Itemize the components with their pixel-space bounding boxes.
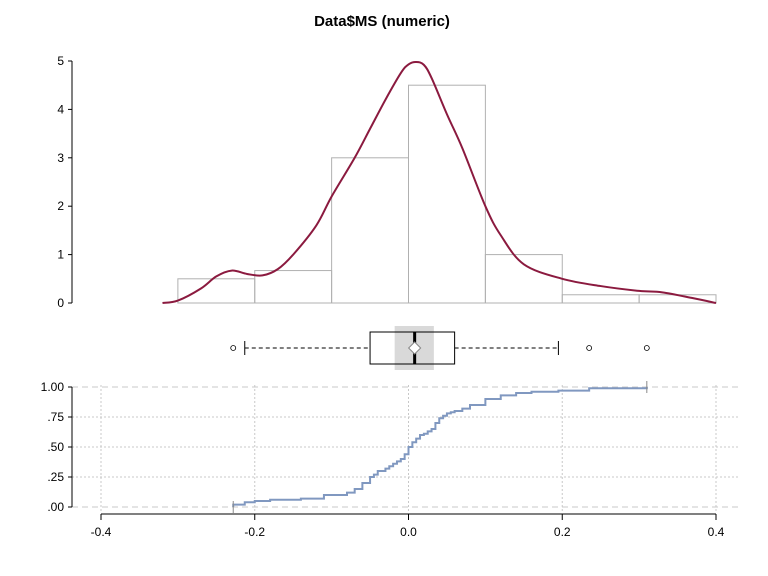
histogram-panel: 0 1 2 3 4 5: [57, 54, 717, 310]
histogram-bar: [408, 84, 486, 304]
x-axis-tick-label: 0.0: [400, 525, 417, 539]
histogram-y-tick-label: 1: [57, 248, 64, 262]
boxplot-outlier: [230, 345, 237, 351]
x-axis-tick-label: 0.2: [554, 525, 571, 539]
ecdf-y-tick-label: .25: [47, 470, 64, 484]
x-axis-tick-label: 0.4: [708, 525, 725, 539]
histogram-y-tick-label: 2: [57, 199, 64, 213]
histogram-y-tick-label: 4: [57, 102, 64, 116]
boxplot-outlier: [586, 345, 593, 351]
x-axis: -0.4 -0.2 0.0 0.2 0.4: [91, 513, 725, 539]
histogram-y-tick-label: 3: [57, 151, 64, 165]
histogram-bar: [177, 278, 256, 304]
ecdf-y-tick-label: 1.00: [41, 380, 65, 394]
ecdf-y-tick-label: .75: [47, 410, 64, 424]
histogram-y-tick-label: 5: [57, 54, 64, 68]
ecdf-panel: .00 .25 .50 .75 1.00: [41, 380, 740, 514]
boxplot-outlier: [643, 345, 650, 351]
histogram-y-tick-label: 0: [57, 296, 64, 310]
ecdf-y-tick-label: .50: [47, 440, 64, 454]
boxplot-panel: [230, 326, 650, 370]
ecdf-y-tick-label: .00: [47, 500, 64, 514]
x-axis-tick-label: -0.4: [91, 525, 112, 539]
boxplot-box: [369, 331, 456, 365]
histogram-bar: [561, 294, 640, 304]
histogram-bar: [331, 157, 409, 304]
chart-title: Data$MS (numeric): [314, 13, 450, 30]
density-curve: [162, 60, 717, 304]
x-axis-tick-label: -0.2: [244, 525, 265, 539]
ecdf-step-line: [232, 387, 648, 507]
boxplot-mean-marker: [407, 341, 422, 355]
histogram-bar: [484, 254, 563, 304]
